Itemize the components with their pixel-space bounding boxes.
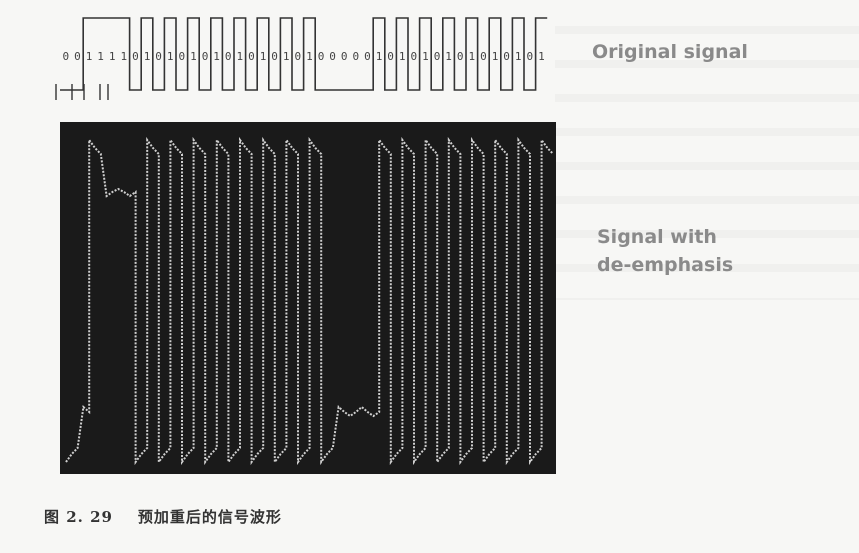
bit-label: 1: [538, 50, 545, 63]
bit-label: 0: [248, 50, 255, 63]
bit-label: 1: [97, 50, 104, 63]
bit-label: 1: [213, 50, 220, 63]
bit-label: 1: [399, 50, 406, 63]
bit-label: 1: [144, 50, 151, 63]
bit-label: 1: [120, 50, 127, 63]
bit-label: 0: [318, 50, 325, 63]
bit-label: 1: [492, 50, 499, 63]
bit-label: 1: [167, 50, 174, 63]
bit-label: 0: [410, 50, 417, 63]
bit-label: 1: [306, 50, 313, 63]
bit-label: 1: [236, 50, 243, 63]
bit-label: 1: [86, 50, 93, 63]
oscilloscope-screen: [60, 122, 556, 474]
figure-caption: 图 2. 29 预加重后的信号波形: [44, 506, 282, 527]
bit-label: 0: [225, 50, 232, 63]
bit-label: 0: [329, 50, 336, 63]
bit-label: 0: [178, 50, 185, 63]
clock-ticks: [55, 84, 109, 100]
bit-label: 1: [283, 50, 290, 63]
bit-label: 0: [202, 50, 209, 63]
bit-label: 0: [341, 50, 348, 63]
deemphasis-label-line2: de-emphasis: [597, 254, 734, 276]
bit-label: 0: [434, 50, 441, 63]
bit-label: 0: [526, 50, 533, 63]
bit-label: 0: [271, 50, 278, 63]
bit-label: 1: [515, 50, 522, 63]
bit-label: 0: [155, 50, 162, 63]
bit-label: 0: [457, 50, 464, 63]
original-square-wave: [60, 17, 548, 91]
figure-title: 预加重后的信号波形: [137, 508, 282, 526]
bit-label: 0: [62, 50, 69, 63]
bit-label: 0: [132, 50, 139, 63]
bit-label: 1: [376, 50, 383, 63]
deemphasis-label-line1: Signal with: [597, 226, 717, 248]
bit-label: 0: [74, 50, 81, 63]
bit-label: 1: [468, 50, 475, 63]
deemphasis-trace-plot: [65, 136, 554, 466]
bit-label: 0: [294, 50, 301, 63]
original-signal-label: Original signal: [592, 41, 748, 63]
deemphasis-signal-label: Signal with de-emphasis: [597, 223, 797, 279]
bit-label: 0: [480, 50, 487, 63]
bit-label: 1: [422, 50, 429, 63]
figure-number: 图 2. 29: [44, 508, 113, 526]
bit-label: 1: [190, 50, 197, 63]
bit-label: 0: [364, 50, 371, 63]
bit-label: 1: [445, 50, 452, 63]
bit-label: 1: [260, 50, 267, 63]
deemphasis-waveform-trace: [65, 136, 554, 466]
bit-label: 0: [387, 50, 394, 63]
bit-label: 1: [109, 50, 116, 63]
bit-label: 0: [503, 50, 510, 63]
bit-label: 0: [352, 50, 359, 63]
